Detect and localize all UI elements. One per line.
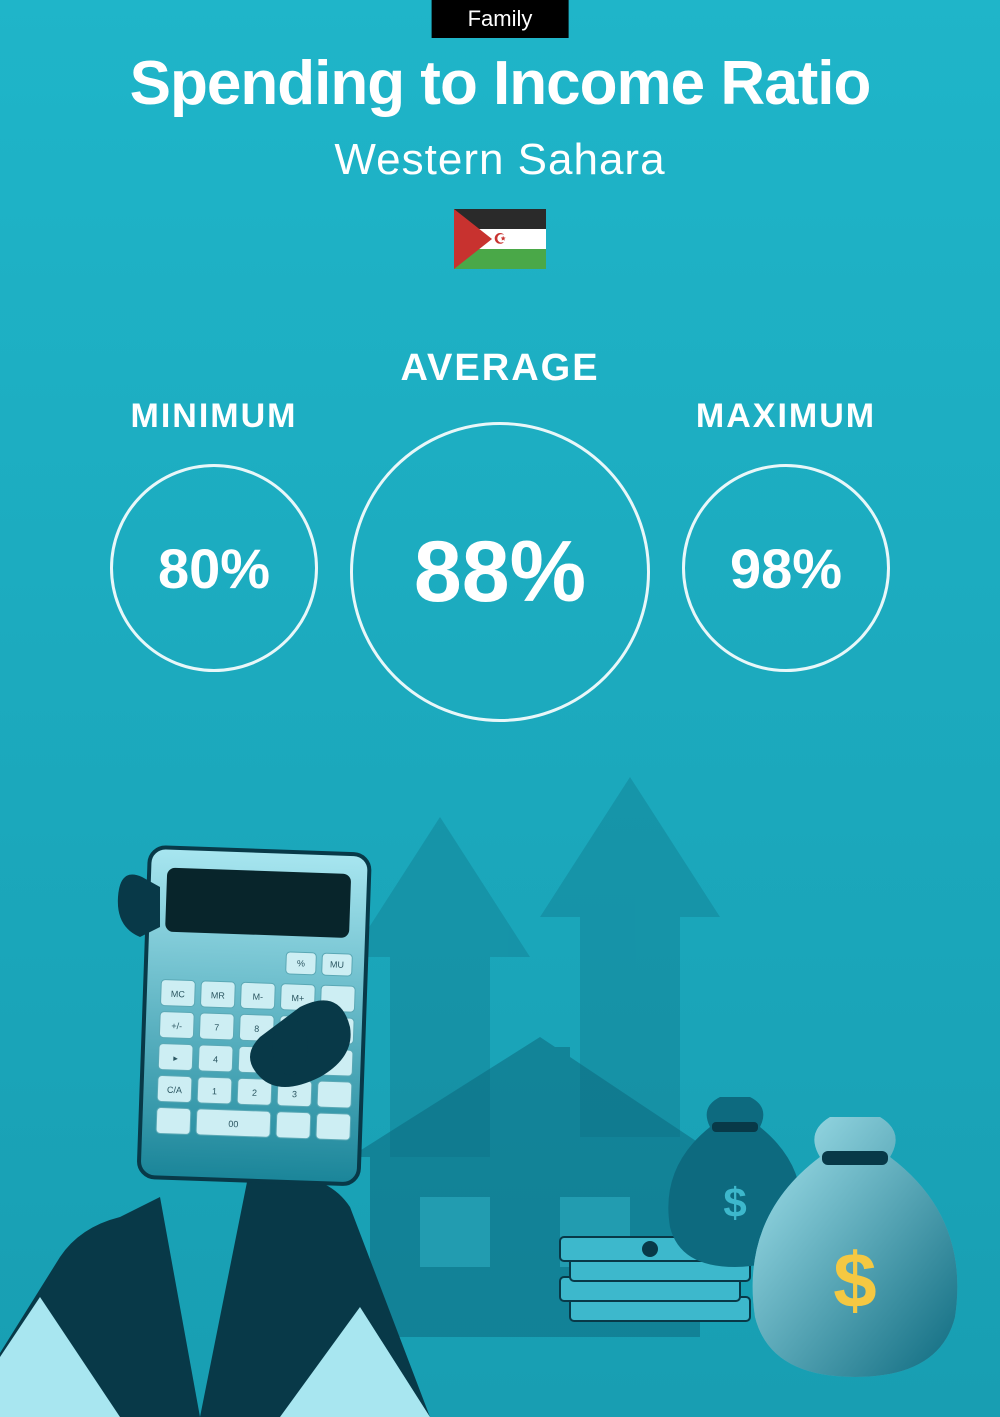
stat-maximum: MAXIMUM 98% (682, 397, 890, 672)
flag-emblem-icon: ☪ (494, 230, 507, 247)
stat-maximum-label: MAXIMUM (696, 397, 876, 436)
stat-minimum-circle: 80% (110, 464, 318, 672)
finance-illustration: $ $ (0, 737, 1000, 1417)
svg-text:1: 1 (212, 1086, 217, 1096)
svg-text:3: 3 (292, 1089, 297, 1099)
svg-text:2: 2 (252, 1088, 257, 1098)
stats-row: MINIMUM 80% AVERAGE 88% MAXIMUM 98% (0, 347, 1000, 722)
hands-calculator-icon: %MU MCMRM-M+ +/-789x ▸456- C/A123 00 (0, 847, 430, 1417)
svg-text:8: 8 (254, 1024, 259, 1034)
svg-text:M+: M+ (291, 993, 304, 1003)
stat-minimum: MINIMUM 80% (110, 397, 318, 672)
svg-text:00: 00 (228, 1119, 238, 1129)
stat-minimum-label: MINIMUM (131, 397, 298, 436)
svg-text:$: $ (833, 1236, 876, 1324)
page-subtitle: Western Sahara (0, 135, 1000, 185)
stat-minimum-value: 80% (158, 536, 270, 601)
svg-text:%: % (297, 958, 305, 968)
stat-maximum-circle: 98% (682, 464, 890, 672)
svg-text:C/A: C/A (167, 1085, 182, 1096)
svg-text:M-: M- (252, 992, 263, 1002)
svg-text:$: $ (723, 1179, 746, 1226)
stat-maximum-value: 98% (730, 536, 842, 601)
svg-text:MU: MU (330, 959, 344, 969)
svg-text:MR: MR (211, 990, 226, 1000)
page-title: Spending to Income Ratio (0, 48, 1000, 119)
svg-text:+/-: +/- (171, 1021, 182, 1031)
stat-average-circle: 88% (350, 422, 650, 722)
svg-text:7: 7 (214, 1022, 219, 1032)
svg-text:▸: ▸ (173, 1053, 178, 1063)
header: Spending to Income Ratio Western Sahara … (0, 0, 1000, 269)
svg-text:MC: MC (171, 989, 186, 999)
category-tag: Family (432, 0, 569, 38)
flag-western-sahara: ☪ (454, 209, 546, 269)
svg-text:4: 4 (213, 1054, 218, 1064)
stat-average: AVERAGE 88% (350, 347, 650, 722)
stat-average-value: 88% (414, 523, 586, 622)
flag-triangle (454, 209, 492, 269)
stat-average-label: AVERAGE (400, 347, 599, 390)
